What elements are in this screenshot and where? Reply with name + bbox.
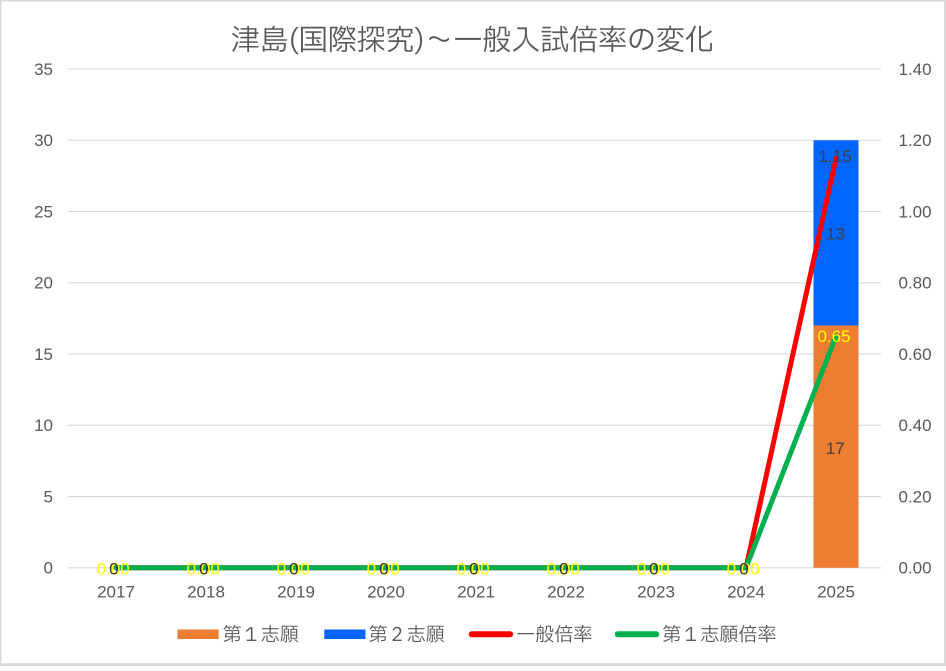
svg-text:0: 0 [289,560,298,579]
svg-text:0: 0 [109,560,118,579]
svg-text:0: 0 [199,560,208,579]
svg-text:35: 35 [34,60,53,79]
svg-text:20: 20 [34,274,53,293]
svg-text:2024: 2024 [727,583,765,602]
svg-text:0.00: 0.00 [367,560,400,579]
svg-text:17: 17 [826,439,845,458]
svg-text:0: 0 [649,560,658,579]
svg-text:5: 5 [44,487,53,506]
svg-text:15: 15 [34,345,53,364]
svg-text:0: 0 [44,559,53,578]
svg-text:1.00: 1.00 [899,202,932,221]
svg-text:2019: 2019 [277,583,315,602]
svg-text:0.00: 0.00 [547,560,580,579]
svg-text:0.00: 0.00 [187,560,220,579]
svg-text:1.20: 1.20 [899,131,932,150]
svg-text:0.00: 0.00 [277,560,310,579]
svg-text:2018: 2018 [187,583,225,602]
svg-text:0.00: 0.00 [899,559,932,578]
svg-text:2025: 2025 [817,583,855,602]
svg-text:0.00: 0.00 [457,560,490,579]
svg-text:0.60: 0.60 [899,345,932,364]
svg-text:0.00: 0.00 [727,560,760,579]
svg-text:0.20: 0.20 [899,487,932,506]
svg-text:0: 0 [469,560,478,579]
svg-text:2022: 2022 [547,583,585,602]
svg-text:0.00: 0.00 [637,560,670,579]
svg-text:25: 25 [34,202,53,221]
svg-text:1.40: 1.40 [899,60,932,79]
svg-text:0.65: 0.65 [817,327,850,346]
svg-text:0: 0 [739,560,748,579]
svg-text:2017: 2017 [97,583,135,602]
svg-text:1.15: 1.15 [818,147,851,166]
svg-text:2023: 2023 [637,583,675,602]
svg-text:2021: 2021 [457,583,495,602]
svg-text:30: 30 [34,131,53,150]
svg-text:0.40: 0.40 [899,416,932,435]
svg-text:0.80: 0.80 [899,274,932,293]
svg-text:0: 0 [559,560,568,579]
svg-text:0.00: 0.00 [97,560,130,579]
svg-text:10: 10 [34,416,53,435]
svg-text:2020: 2020 [367,583,405,602]
svg-text:13: 13 [826,224,845,243]
svg-text:0: 0 [379,560,388,579]
